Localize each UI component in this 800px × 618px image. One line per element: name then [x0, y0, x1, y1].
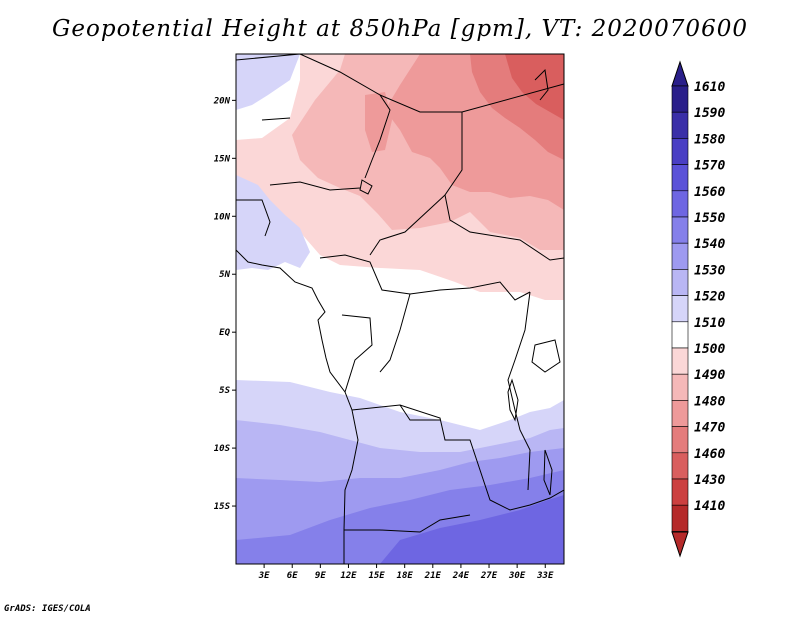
- lat-tick-label: 10N: [214, 212, 231, 222]
- colorbar-swatch: [671, 295, 689, 323]
- colorbar-swatch: [671, 400, 689, 427]
- colorbar-label: 1410: [694, 499, 725, 514]
- colorbar-bottom-arrow: [671, 531, 689, 558]
- colorbar-label: 1520: [694, 290, 725, 305]
- lon-tick-label: 3E: [258, 571, 270, 581]
- lat-tick-label: 20N: [213, 96, 231, 106]
- colorbar-swatch: [671, 347, 689, 375]
- map-title: Geopotential Height at 850hPa [gpm], VT:…: [52, 16, 748, 42]
- border-north-1: [236, 54, 391, 179]
- colorbar-swatch: [671, 216, 689, 244]
- lake-chad: [359, 179, 373, 195]
- colorbar-top-arrow: [671, 60, 689, 87]
- border-south: [351, 404, 564, 511]
- lake-tanganyika: [507, 378, 519, 422]
- height-field: [236, 54, 564, 564]
- colorbar-swatch: [671, 242, 689, 270]
- lon-tick-label: 24E: [452, 571, 470, 581]
- lon-tick-label: 9E: [315, 571, 326, 581]
- lon-tick-label: 12E: [340, 571, 357, 581]
- colorbar-label: 1490: [694, 368, 725, 383]
- border-angola: [344, 404, 471, 533]
- colorbar-swatch: [671, 138, 689, 165]
- colorbar-swatch: [671, 190, 689, 218]
- lat-tick-label: 10S: [214, 444, 231, 454]
- border-east: [507, 291, 531, 491]
- colorbar-swatch: [671, 164, 689, 192]
- lon-tick-label: 33E: [536, 571, 554, 581]
- colorbar-label: 1540: [694, 237, 725, 252]
- red-sea-coast: [534, 68, 549, 101]
- latitude-axis: 20N 15N 10N 5N EQ 5S 10S 15S: [213, 96, 236, 512]
- lake-malawi: [543, 449, 553, 496]
- colorbar-label: 1590: [694, 106, 725, 121]
- band-1480-patch: [365, 92, 392, 152]
- lon-tick-label: 6E: [287, 571, 298, 581]
- colorbar-swatch: [671, 478, 689, 506]
- band-1460: [505, 54, 564, 120]
- colorbar-label: 1610: [694, 80, 725, 95]
- colorbar-swatch: [671, 452, 689, 480]
- colorbar-swatch: [671, 85, 689, 113]
- colorbar-swatch: [671, 426, 689, 454]
- grads-credit: GrADS: IGES/COLA: [4, 604, 91, 614]
- lon-tick-label: 15E: [368, 571, 385, 581]
- border-chad: [369, 83, 564, 256]
- band-1560: [380, 495, 564, 564]
- colorbar-label: 1560: [694, 185, 725, 200]
- border-sahel: [236, 117, 361, 237]
- colorbar-label: 1550: [694, 211, 725, 226]
- lat-tick-label: 15N: [214, 154, 231, 164]
- border-north-2: [379, 94, 564, 261]
- lat-tick-label: 5S: [219, 386, 230, 396]
- band-1520-west: [236, 54, 300, 110]
- colorbar-label: 1580: [694, 132, 725, 147]
- colorbar-swatch: [671, 111, 689, 139]
- border-central: [319, 254, 531, 301]
- lon-tick-label: 21E: [424, 571, 442, 581]
- band-1520-coast: [236, 175, 310, 270]
- colorbar-label: 1500: [694, 342, 725, 357]
- longitude-axis: 3E 6E 9E 12E 15E 18E 21E 24E 27E 30E 33E: [258, 564, 554, 581]
- lon-tick-label: 30E: [508, 571, 526, 581]
- lake-victoria: [531, 339, 561, 373]
- lat-tick-label: 5N: [219, 270, 230, 280]
- colorbar-label: 1510: [694, 316, 725, 331]
- colorbar-swatch: [671, 504, 689, 532]
- coastline-and-borders: [236, 54, 564, 564]
- colorbar-label: 1530: [694, 263, 725, 278]
- colorbar-label: 1430: [694, 473, 725, 488]
- border-congo: [341, 293, 411, 393]
- lon-tick-label: 18E: [397, 571, 414, 581]
- colorbar: 1610 1590 1580 1570 1560 1550 1540 1530 1520 1510…: [671, 60, 725, 558]
- colorbar-swatch: [671, 269, 689, 296]
- map-frame: [235, 53, 565, 565]
- colorbar-label: 1460: [694, 447, 725, 462]
- colorbar-label: 1480: [694, 394, 725, 409]
- colorbar-label: 1470: [694, 421, 725, 436]
- colorbar-label: 1570: [694, 159, 725, 174]
- coastline-west-africa: [236, 249, 359, 564]
- lon-tick-label: 27E: [480, 571, 498, 581]
- lat-tick-label: EQ: [219, 328, 230, 338]
- lat-tick-label: 15S: [214, 502, 231, 512]
- colorbar-swatch: [671, 321, 689, 349]
- colorbar-swatch: [671, 373, 689, 401]
